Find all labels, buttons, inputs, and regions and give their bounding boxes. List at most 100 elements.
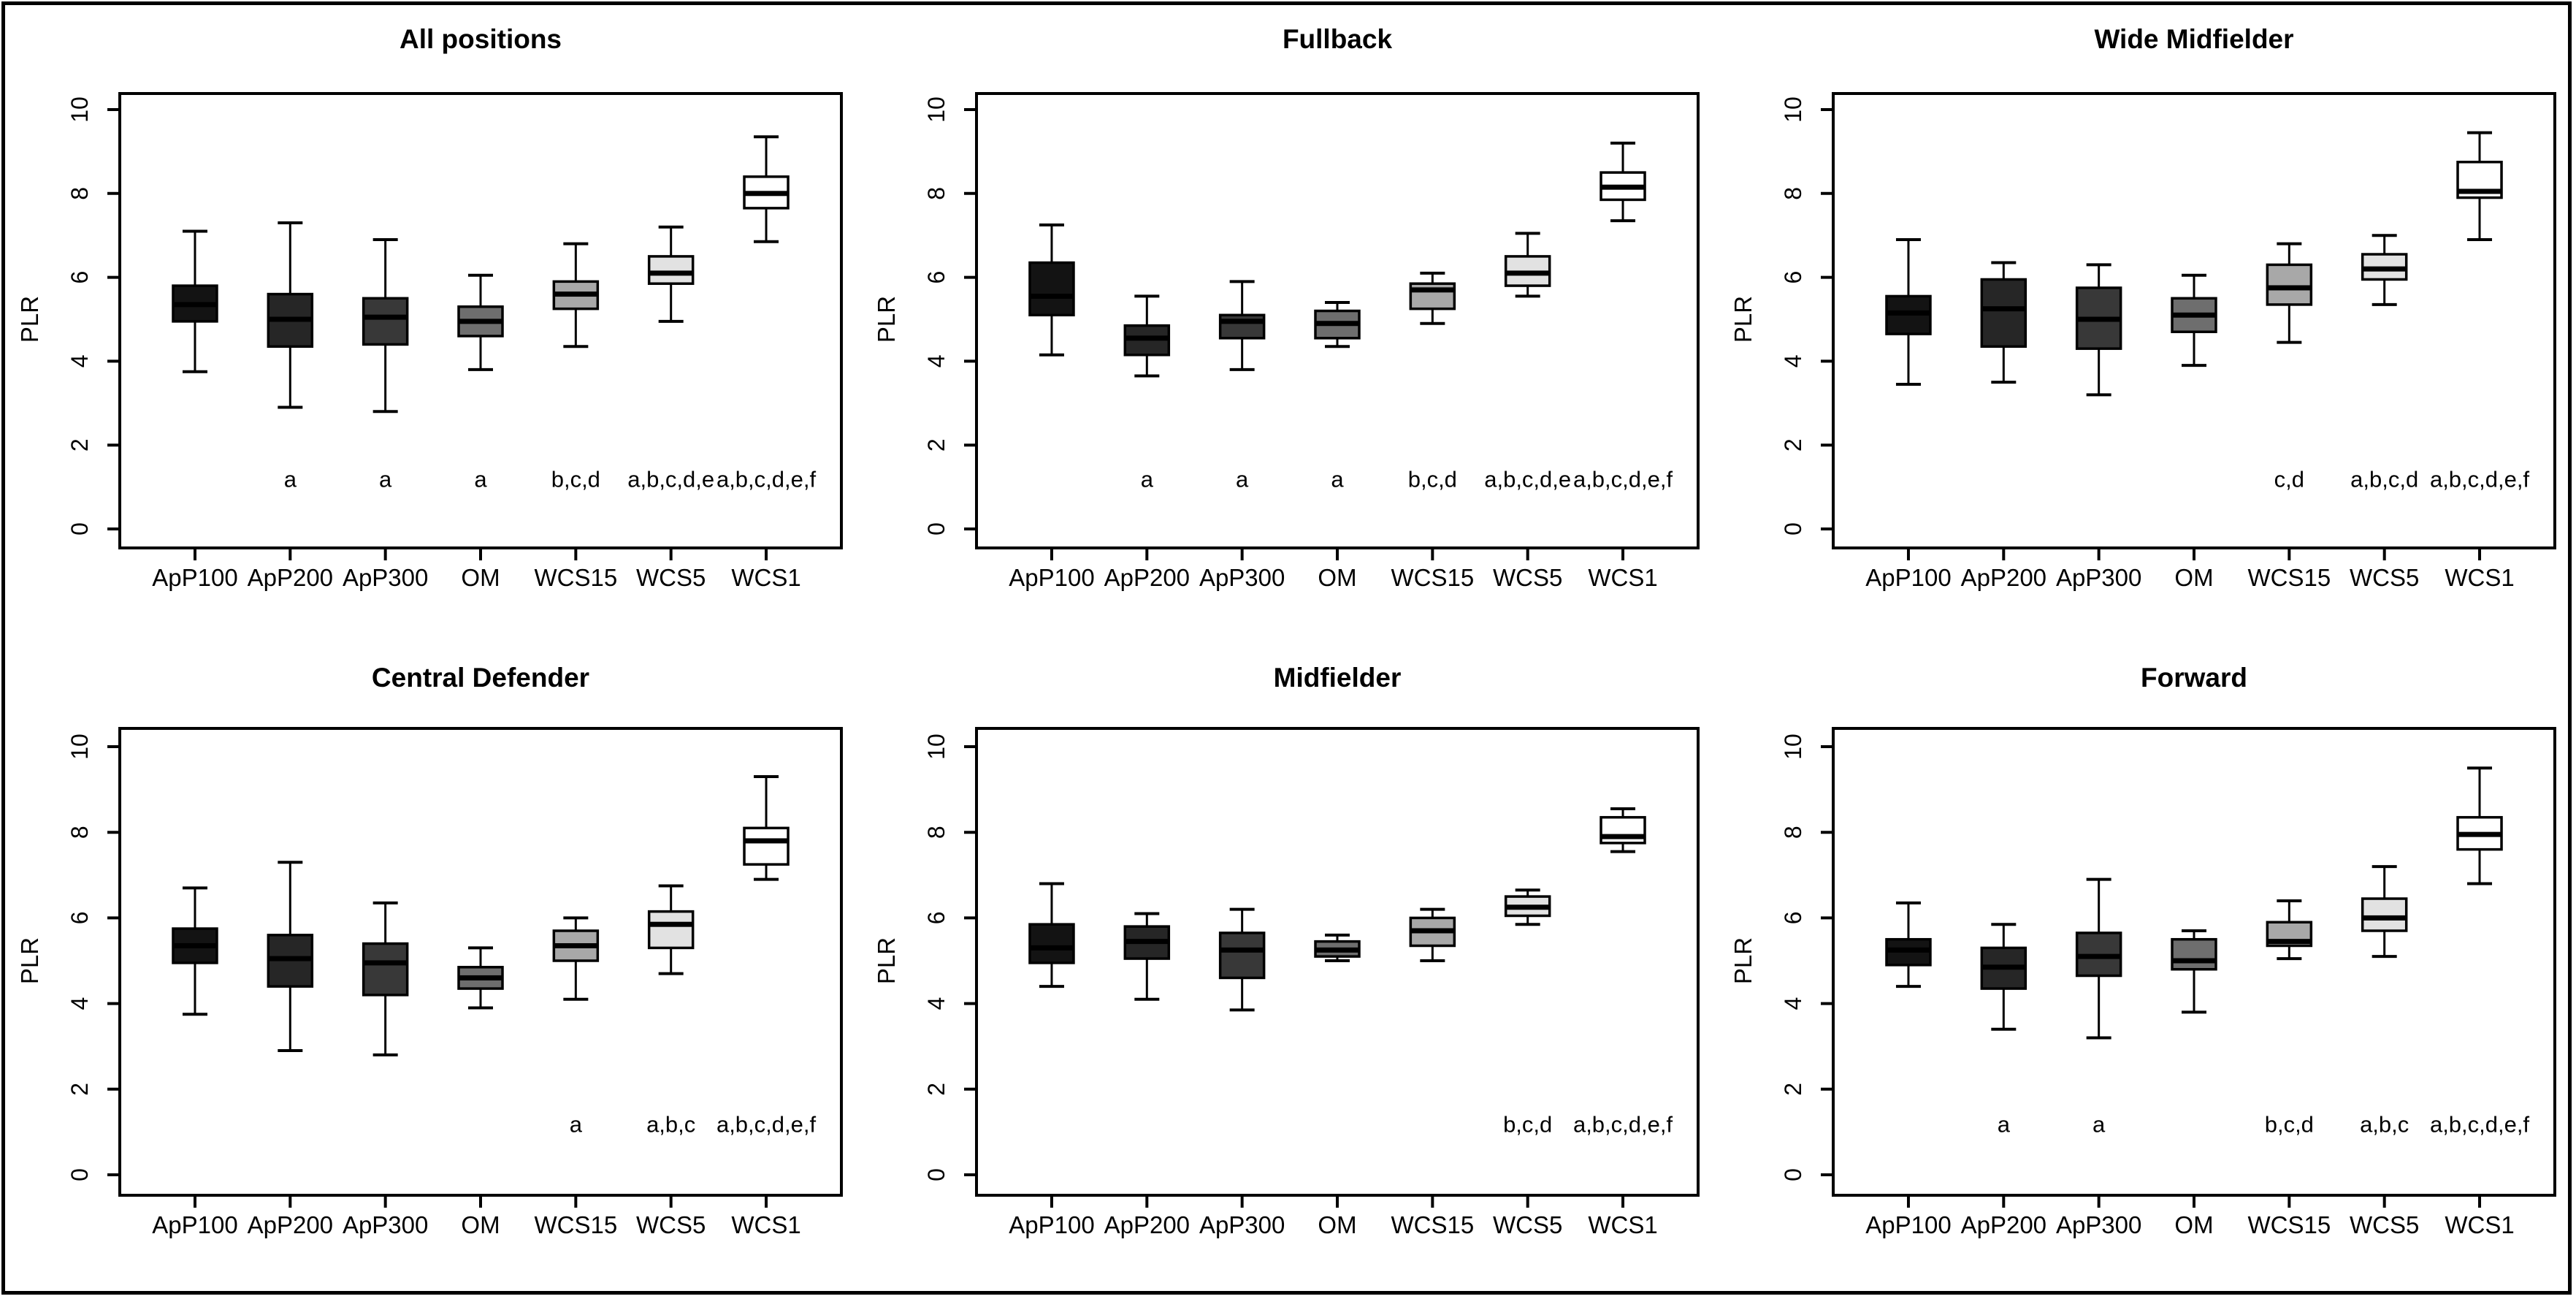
sig-letters: a,b,c <box>2360 1111 2409 1137</box>
sig-letters: a,b,c,d,e,f <box>1573 1111 1673 1137</box>
y-tick-label: 4 <box>1780 997 1806 1010</box>
y-tick-label: 6 <box>66 271 93 284</box>
median-line <box>1505 270 1550 276</box>
x-tick-label: ApP300 <box>1199 564 1285 591</box>
box-wcs1 <box>743 775 790 881</box>
median-line <box>2076 316 2121 322</box>
box-app300 <box>362 237 409 414</box>
sig-letters: a,b,c <box>646 1111 695 1137</box>
box-wcs15 <box>2266 242 2313 344</box>
x-tick-label: WCS1 <box>731 564 800 591</box>
x-tick-label: WCS15 <box>1391 1211 1474 1238</box>
median-line <box>2362 915 2407 921</box>
sig-letters: a,b,c,d,e <box>1484 467 1571 492</box>
y-tick-label: 2 <box>1780 438 1806 452</box>
x-tick-label: WCS15 <box>2247 1211 2331 1238</box>
y-tick-label: 0 <box>1780 522 1806 536</box>
x-tick-label: ApP200 <box>1961 564 2046 591</box>
x-tick-label: OM <box>2174 564 2213 591</box>
median-line <box>744 191 789 197</box>
box-app200 <box>1980 261 2027 384</box>
x-tick-label: OM <box>1318 1211 1356 1238</box>
y-tick-label: 0 <box>66 522 93 536</box>
x-tick-label: ApP100 <box>1009 564 1094 591</box>
median-line <box>459 319 502 324</box>
sig-letters: a,b,c,d,e,f <box>716 467 817 492</box>
median-line <box>268 956 313 961</box>
box-app300 <box>1218 907 1266 1012</box>
x-tick-label: OM <box>461 564 500 591</box>
box-app300 <box>362 901 409 1056</box>
x-tick-label: WCS1 <box>1588 1211 1657 1238</box>
x-tick-label: ApP200 <box>1104 1211 1190 1238</box>
x-tick-label: WCS15 <box>2247 564 2331 591</box>
y-tick-label: 8 <box>1780 826 1806 839</box>
median-line <box>1220 319 1264 324</box>
box-wcs1 <box>1600 807 1646 853</box>
box-om <box>457 273 504 371</box>
x-tick-label: ApP100 <box>1009 1211 1094 1238</box>
median-line <box>744 838 789 844</box>
median-line <box>459 975 502 980</box>
median-line <box>1505 904 1550 910</box>
x-tick-label: ApP300 <box>343 564 428 591</box>
x-tick-label: ApP300 <box>2056 1211 2141 1238</box>
iqr-box <box>1218 932 1266 980</box>
x-tick-label: ApP200 <box>248 1211 333 1238</box>
y-tick-label: 8 <box>923 826 949 839</box>
sig-letters: a,b,c,d <box>2350 467 2418 492</box>
y-axis-label: PLR <box>873 937 900 984</box>
x-tick-label: WCS5 <box>1493 1211 1562 1238</box>
median-line <box>1029 293 1074 299</box>
box-wcs15 <box>552 242 600 348</box>
median-line <box>1981 964 2026 970</box>
box-app300 <box>2075 263 2122 397</box>
median-line <box>363 960 408 966</box>
box-app100 <box>1885 901 1932 988</box>
y-axis-label: PLR <box>873 296 900 343</box>
y-tick-label: 2 <box>66 1083 93 1096</box>
box-app300 <box>2075 877 2122 1040</box>
iqr-box <box>647 910 695 950</box>
y-tick-label: 2 <box>66 438 93 452</box>
y-axis-label: PLR <box>16 937 43 984</box>
y-tick-label: 0 <box>1780 1168 1806 1181</box>
median-line <box>1601 834 1646 839</box>
sig-letters: a <box>2092 1111 2106 1137</box>
x-tick-label: WCS1 <box>731 1211 800 1238</box>
x-tick-label: ApP100 <box>1865 564 1951 591</box>
median-line <box>649 921 693 927</box>
box-app100 <box>172 886 218 1016</box>
sig-letters: a <box>1998 1111 2011 1137</box>
median-line <box>363 314 408 320</box>
y-tick-label: 10 <box>923 734 949 760</box>
sig-letters: a <box>1141 467 1154 492</box>
box-wcs5 <box>2361 234 2408 306</box>
x-tick-label: WCS1 <box>1588 564 1657 591</box>
median-line <box>1315 321 1359 327</box>
box-app100 <box>172 229 218 373</box>
box-app300 <box>1218 280 1266 371</box>
x-tick-label: WCS1 <box>2445 1211 2514 1238</box>
panel-title: Midfielder <box>1274 663 1402 693</box>
median-line <box>1886 310 1930 316</box>
sig-letters: a,b,c,d,e <box>627 467 714 492</box>
median-line <box>649 270 693 276</box>
x-tick-label: ApP100 <box>152 1211 237 1238</box>
x-tick-label: WCS15 <box>534 564 617 591</box>
box-wcs5 <box>1504 232 1551 298</box>
x-tick-label: WCS1 <box>2445 564 2514 591</box>
sig-letters: a,b,c,d,e,f <box>716 1111 817 1137</box>
y-tick-label: 10 <box>1780 734 1806 760</box>
box-app200 <box>1980 923 2027 1031</box>
x-tick-label: WCS5 <box>636 1211 706 1238</box>
box-wcs1 <box>743 135 790 243</box>
sig-letters: b,c,d <box>551 467 600 492</box>
box-om <box>2171 929 2217 1014</box>
iqr-box <box>1980 278 2027 348</box>
